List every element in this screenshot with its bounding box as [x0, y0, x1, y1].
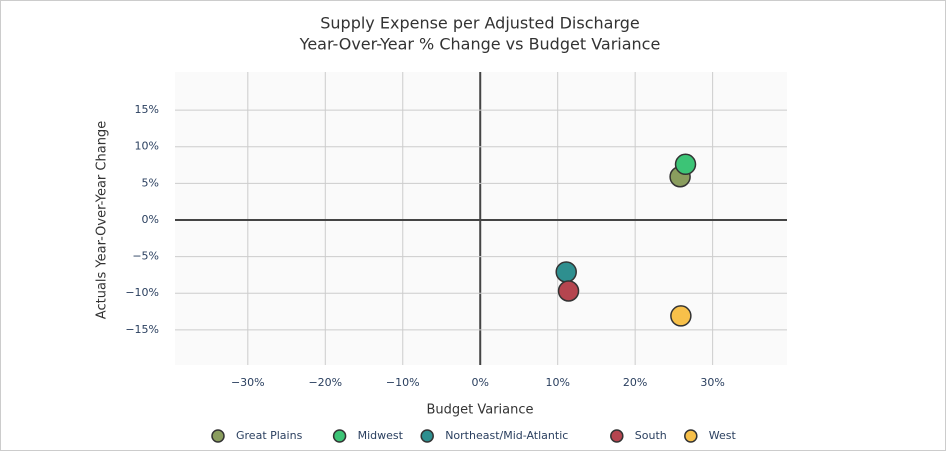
y-tick-label: 15%: [135, 103, 159, 116]
legend-label: Midwest: [358, 429, 404, 442]
x-tick-label: 10%: [545, 376, 569, 389]
legend-marker: [420, 429, 434, 443]
legend-marker: [684, 429, 698, 443]
legend-label: Great Plains: [236, 429, 303, 442]
x-axis-label: Budget Variance: [426, 403, 533, 418]
legend-label: South: [635, 429, 667, 442]
x-tick-label: −20%: [308, 376, 342, 389]
point: [555, 261, 577, 283]
x-tick-label: 0%: [471, 376, 488, 389]
y-tick-label: 10%: [135, 140, 159, 153]
x-tick-label: 20%: [623, 376, 647, 389]
point: [670, 305, 692, 327]
x-tick-label: −30%: [231, 376, 265, 389]
x-tick-label: −10%: [386, 376, 420, 389]
chart-subtitle: Year-Over-Year % Change vs Budget Varian…: [299, 35, 661, 54]
legend-marker: [332, 429, 347, 443]
chart-title: Supply Expense per Adjusted Discharge: [320, 14, 640, 33]
point: [557, 280, 580, 302]
y-tick-label: −5%: [132, 250, 159, 263]
y-tick-label: 0%: [142, 213, 159, 226]
legend-label: Northeast/Mid-Atlantic: [445, 429, 568, 442]
legend-marker: [610, 429, 624, 443]
y-tick-label: −15%: [125, 323, 159, 336]
y-tick-label: −10%: [125, 286, 159, 299]
point: [674, 153, 697, 176]
y-tick-label: 5%: [142, 176, 159, 189]
x-tick-label: 30%: [700, 376, 724, 389]
legend-label: West: [709, 429, 737, 442]
y-axis-label: Actuals Year-Over-Year Change: [95, 121, 110, 319]
legend-marker: [211, 429, 225, 443]
